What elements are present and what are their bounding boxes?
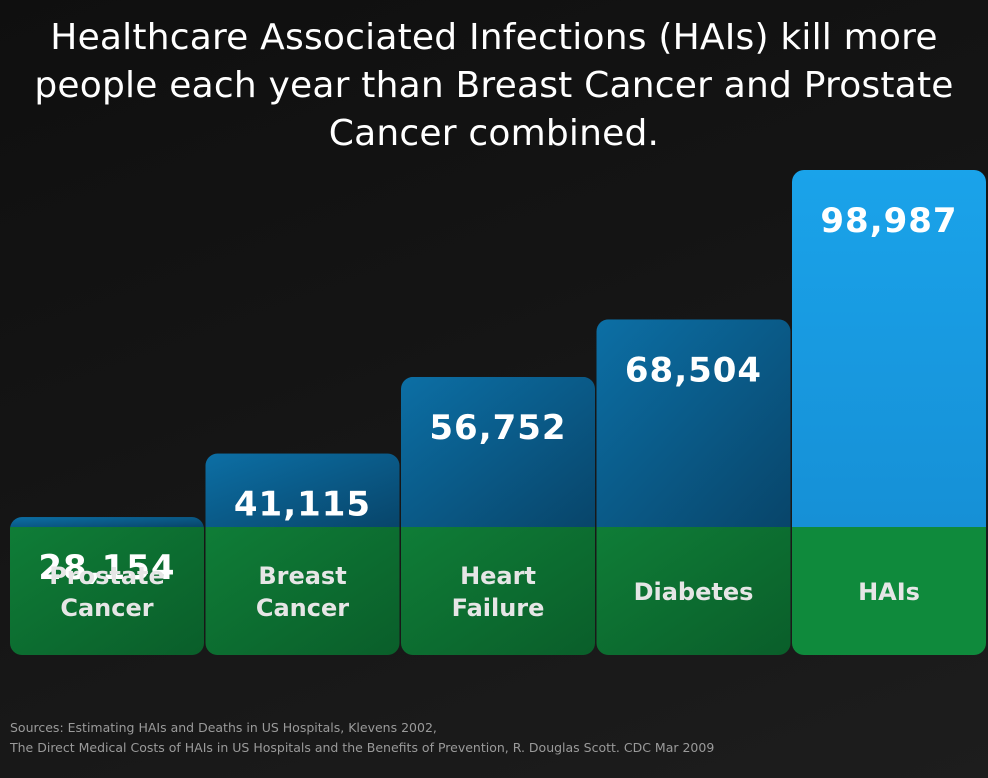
bar-group: 56,752 Heart Failure bbox=[401, 376, 595, 655]
category-band bbox=[596, 527, 791, 655]
source-line-1: Sources: Estimating HAIs and Deaths in U… bbox=[10, 720, 437, 735]
category-label: Breast bbox=[258, 562, 346, 590]
sources-note: Sources: Estimating HAIs and Deaths in U… bbox=[10, 718, 714, 758]
value-label: 56,752 bbox=[429, 408, 566, 448]
bar bbox=[401, 376, 595, 527]
value-label: 98,987 bbox=[820, 201, 957, 241]
category-label: Prostate bbox=[49, 562, 165, 590]
source-line-2: The Direct Medical Costs of HAIs in US H… bbox=[10, 740, 715, 755]
category-label: Cancer bbox=[256, 594, 349, 622]
category-band bbox=[401, 527, 595, 655]
category-band bbox=[792, 527, 986, 655]
bar bbox=[205, 453, 400, 527]
category-label: Diabetes bbox=[634, 578, 754, 606]
category-band bbox=[205, 527, 400, 655]
value-label: 68,504 bbox=[625, 350, 762, 390]
bar-group: 41,115 Breast Cancer bbox=[205, 453, 400, 655]
bar-group: 98,987 HAIs bbox=[792, 170, 986, 655]
chart-title: Healthcare Associated Infections (HAIs) … bbox=[34, 17, 954, 154]
category-label: HAIs bbox=[858, 578, 920, 606]
value-label: 41,115 bbox=[234, 485, 371, 525]
value-label: 28,154 bbox=[38, 548, 175, 588]
category-label: Failure bbox=[452, 594, 545, 622]
category-label: Heart bbox=[460, 562, 536, 590]
bar bbox=[10, 517, 204, 527]
category-label: Cancer bbox=[60, 594, 153, 622]
category-band bbox=[10, 527, 204, 655]
bar-group: 68,504 Diabetes bbox=[596, 319, 791, 655]
bar bbox=[792, 170, 986, 527]
bar bbox=[596, 319, 791, 527]
